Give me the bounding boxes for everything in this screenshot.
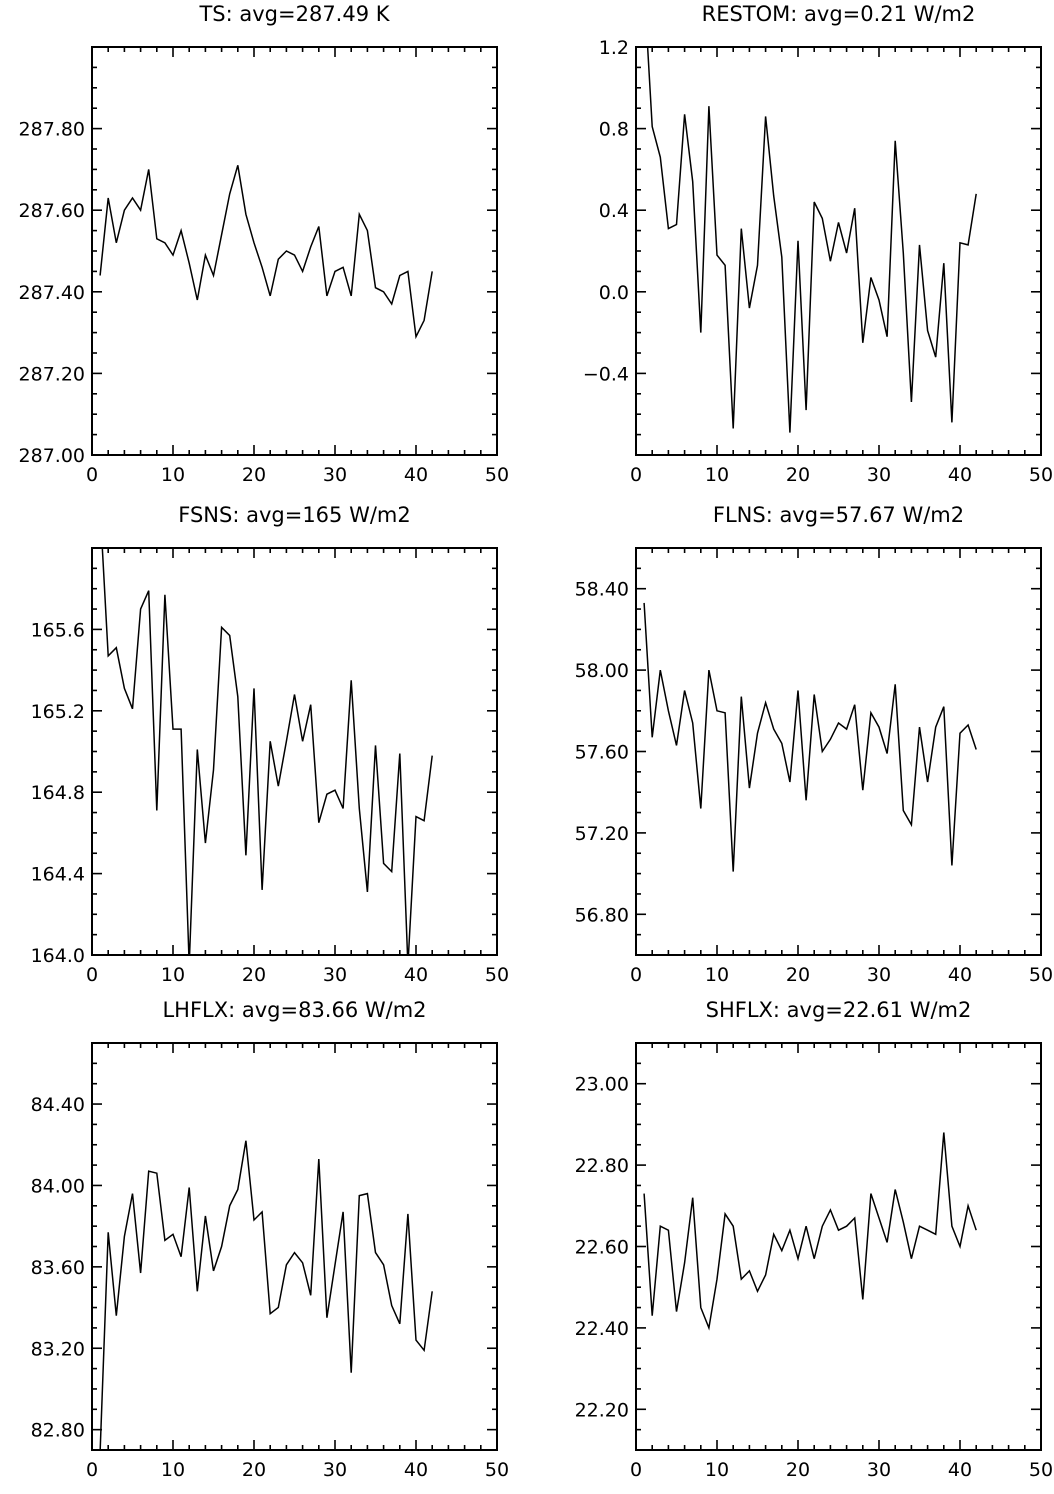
- x-tick-label: 10: [161, 464, 185, 486]
- x-tick-label: 20: [786, 464, 810, 486]
- chart-title: FSNS: avg=165 W/m2: [178, 503, 410, 527]
- plot-frame: [635, 547, 1042, 956]
- chart-title: RESTOM: avg=0.21 W/m2: [702, 2, 976, 26]
- y-tick-label: 82.80: [31, 1420, 85, 1442]
- x-tick-label: 10: [705, 464, 729, 486]
- y-tick-label: 287.60: [19, 200, 85, 222]
- x-tick-label: 30: [867, 464, 891, 486]
- x-tick-label: 10: [161, 964, 185, 986]
- x-tick-label: 50: [1029, 464, 1053, 486]
- chart-panel-5: LHFLX: avg=83.66 W/m2 0 10 20 30 40 50 82.80 83.…: [31, 998, 510, 1481]
- x-tick-label: 50: [485, 1459, 509, 1481]
- x-tick-label: 0: [86, 964, 98, 986]
- series-line: [646, 47, 977, 433]
- y-tick-label: 83.20: [31, 1338, 85, 1360]
- x-tick-label: 0: [630, 1459, 642, 1481]
- y-tick-label: 84.40: [31, 1094, 85, 1116]
- y-tick-label: 165.2: [31, 701, 85, 723]
- x-tick-label: 40: [948, 464, 972, 486]
- x-tick-label: 50: [485, 464, 509, 486]
- y-tick-label: 57.20: [575, 823, 629, 845]
- series-line: [643, 1132, 977, 1331]
- x-tick-label: 30: [323, 464, 347, 486]
- x-tick-label: 50: [1029, 1459, 1053, 1481]
- y-tick-label: 23.00: [575, 1074, 629, 1096]
- x-tick-label: 10: [705, 1459, 729, 1481]
- y-tick-label: 164.8: [31, 782, 85, 804]
- x-tick-label: 30: [867, 1459, 891, 1481]
- chart-panel-3: FSNS: avg=165 W/m2 0 10 20 30 40 50 164.0 164.4 1…: [31, 503, 510, 986]
- y-tick-label: 0.8: [599, 119, 629, 141]
- y-tick-label: 287.40: [19, 282, 85, 304]
- x-tick-label: 20: [242, 464, 266, 486]
- x-tick-label: 20: [242, 964, 266, 986]
- chart-title: FLNS: avg=57.67 W/m2: [713, 503, 964, 527]
- x-tick-label: 0: [86, 464, 98, 486]
- x-tick-label: 30: [867, 964, 891, 986]
- x-tick-label: 0: [630, 464, 642, 486]
- x-tick-label: 50: [485, 964, 509, 986]
- x-tick-label: 40: [948, 964, 972, 986]
- chart-panel-6: SHFLX: avg=22.61 W/m2 0 10 20 30 40 50 22.20 22.…: [575, 998, 1054, 1481]
- y-tick-label: 1.2: [599, 37, 629, 59]
- x-tick-label: 0: [86, 1459, 98, 1481]
- x-tick-label: 40: [404, 1459, 428, 1481]
- y-tick-label: 84.00: [31, 1175, 85, 1197]
- chart-title: SHFLX: avg=22.61 W/m2: [706, 998, 972, 1022]
- y-tick-label: 164.4: [31, 864, 85, 886]
- y-tick-label: −0.4: [583, 363, 629, 385]
- y-tick-label: 22.40: [575, 1318, 629, 1340]
- series-line: [99, 1140, 433, 1450]
- y-tick-label: 58.40: [575, 579, 629, 601]
- y-tick-label: 22.80: [575, 1155, 629, 1177]
- series-line: [99, 165, 433, 340]
- x-tick-label: 20: [786, 964, 810, 986]
- plot-frame: [91, 1042, 498, 1451]
- x-tick-label: 20: [786, 1459, 810, 1481]
- y-tick-label: 22.20: [575, 1399, 629, 1421]
- chart-panel-1: TS: avg=287.49 K 0 10 20 30 40 50 287.00 287.20 2…: [19, 2, 510, 486]
- x-tick-label: 40: [404, 464, 428, 486]
- y-tick-label: 287.20: [19, 363, 85, 385]
- chart-panel-2: RESTOM: avg=0.21 W/m2 0 10 20 30 40 50 −0.4 0.0 0…: [583, 2, 1053, 486]
- y-tick-label: 0.0: [599, 282, 629, 304]
- x-tick-label: 10: [161, 1459, 185, 1481]
- y-tick-label: 83.60: [31, 1257, 85, 1279]
- plot-frame: [91, 547, 498, 956]
- y-tick-label: 57.60: [575, 742, 629, 764]
- chart-title: LHFLX: avg=83.66 W/m2: [162, 998, 426, 1022]
- x-tick-label: 30: [323, 964, 347, 986]
- y-tick-label: 58.00: [575, 660, 629, 682]
- x-tick-label: 10: [705, 964, 729, 986]
- series-line: [101, 548, 433, 955]
- x-tick-label: 40: [948, 1459, 972, 1481]
- y-tick-label: 164.0: [31, 945, 85, 967]
- chart-title: TS: avg=287.49 K: [198, 2, 390, 26]
- plot-frame: [91, 46, 498, 456]
- y-tick-label: 165.6: [31, 619, 85, 641]
- y-tick-label: 287.80: [19, 119, 85, 141]
- y-tick-label: 56.80: [575, 904, 629, 926]
- x-tick-label: 50: [1029, 964, 1053, 986]
- x-tick-label: 40: [404, 964, 428, 986]
- y-tick-label: 287.00: [19, 445, 85, 467]
- chart-panel-4: FLNS: avg=57.67 W/m2 0 10 20 30 40 50 56.80 57.2…: [575, 503, 1054, 986]
- x-tick-label: 30: [323, 1459, 347, 1481]
- y-tick-label: 22.60: [575, 1237, 629, 1259]
- x-tick-label: 0: [630, 964, 642, 986]
- series-line: [643, 602, 977, 872]
- y-tick-label: 0.4: [599, 200, 629, 222]
- x-tick-label: 20: [242, 1459, 266, 1481]
